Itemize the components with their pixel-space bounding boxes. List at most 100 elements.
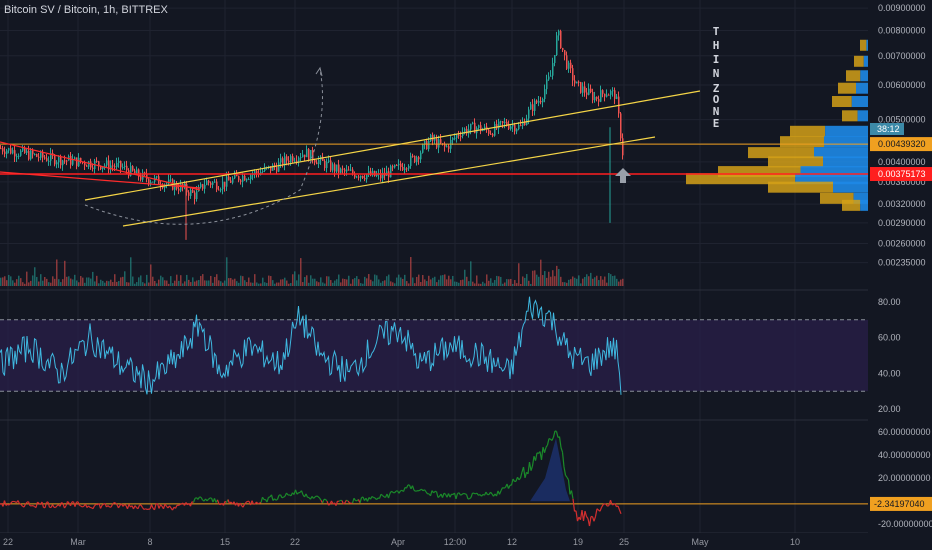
volume-bar	[436, 282, 438, 286]
candle-body	[38, 156, 40, 158]
osc-segment	[566, 477, 570, 481]
volume-bar	[548, 271, 550, 286]
volume-bar	[308, 282, 310, 286]
osc-segment	[143, 508, 146, 511]
candle-body	[334, 164, 336, 172]
volume-bar	[500, 276, 502, 286]
candle-body	[4, 151, 6, 154]
volume-bar	[366, 278, 368, 286]
candle-body	[328, 160, 330, 162]
candle-body	[298, 157, 300, 162]
candle-body	[528, 109, 530, 119]
vp-bar-up	[851, 96, 868, 108]
volume-bar	[610, 274, 612, 286]
y-tick-label: 0.00500000	[878, 115, 926, 125]
osc-segment	[465, 494, 469, 500]
candle-body	[118, 160, 120, 163]
rsi-tick-label: 20.00	[878, 404, 901, 414]
volume-bar	[218, 280, 220, 286]
candle-body	[536, 100, 538, 103]
osc-segment	[227, 499, 231, 504]
volume-bar	[36, 276, 38, 286]
volume-bar	[554, 276, 556, 286]
osc-segment	[37, 501, 40, 504]
candle-body	[212, 182, 214, 185]
candle-body	[122, 167, 124, 169]
vp-bar-down	[686, 173, 796, 185]
x-tick-label: Apr	[391, 537, 405, 547]
y-tick-label: 0.00290000	[878, 218, 926, 228]
volume-bar	[156, 283, 158, 286]
candle-body	[272, 165, 274, 171]
volume-bar	[402, 278, 404, 286]
vp-bar-up	[853, 192, 868, 204]
candle-body	[516, 129, 518, 132]
rsi-tick-label: 40.00	[878, 368, 901, 378]
osc-segment	[179, 503, 182, 506]
volume-bar	[468, 281, 470, 286]
zone-letter: O	[713, 93, 720, 106]
candle-body	[346, 169, 348, 172]
candle-body	[610, 91, 612, 95]
candle-body	[78, 157, 80, 167]
x-tick-label: 22	[290, 537, 300, 547]
volume-bar	[158, 279, 160, 286]
volume-bar	[600, 276, 602, 286]
volume-bar	[482, 281, 484, 286]
osc-tick-label: 60.00000000	[878, 427, 931, 437]
candle-body	[576, 81, 578, 84]
volume-bar	[78, 282, 80, 286]
volume-bar	[622, 278, 624, 286]
candle-body	[512, 125, 514, 127]
candle-body	[440, 139, 442, 144]
volume-bar	[394, 283, 396, 286]
volume-bar	[10, 276, 12, 286]
volume-bar	[220, 281, 222, 286]
osc-segment	[296, 492, 299, 495]
osc-segment	[104, 503, 108, 508]
candle-body	[454, 137, 456, 139]
candle-body	[588, 88, 590, 95]
volume-bar	[418, 274, 420, 286]
volume-bar	[176, 274, 178, 286]
osc-segment	[99, 504, 103, 509]
volume-bar	[458, 282, 460, 286]
candle-body	[616, 96, 618, 99]
osc-segment	[588, 516, 592, 527]
volume-bar	[278, 282, 280, 286]
volume-bar	[374, 274, 376, 286]
osc-segment	[605, 503, 608, 507]
x-tick-label: 12:00	[444, 537, 467, 547]
candle-body	[294, 160, 296, 162]
osc-tag-bg	[870, 496, 932, 511]
osc-segment	[380, 493, 383, 496]
candle-body	[392, 166, 394, 168]
candle-body	[436, 138, 438, 148]
volume-bar	[424, 279, 426, 286]
osc-segment	[561, 452, 565, 468]
candle-body	[278, 162, 280, 172]
volume-bar	[162, 277, 164, 286]
volume-bar	[148, 282, 150, 286]
volume-bar	[412, 277, 414, 286]
volume-bar	[30, 280, 32, 286]
volume-bar	[38, 281, 40, 286]
candle-body	[340, 168, 342, 173]
osc-segment	[609, 499, 613, 505]
osc-segment	[134, 505, 137, 508]
volume-bar	[382, 281, 384, 286]
zone-letter: T	[713, 25, 720, 38]
osc-segment	[531, 456, 535, 467]
volume-bar	[580, 283, 582, 286]
volume-bar	[336, 279, 338, 286]
volume-bar	[544, 271, 546, 286]
osc-segment	[441, 492, 445, 498]
rsi-line	[0, 296, 622, 395]
volume-bar	[386, 276, 388, 286]
osc-segment	[245, 500, 248, 503]
osc-segment	[437, 495, 440, 498]
osc-segment	[208, 497, 211, 500]
candle-body	[96, 160, 98, 162]
volume-bar	[128, 282, 130, 286]
volume-bar	[392, 282, 394, 286]
